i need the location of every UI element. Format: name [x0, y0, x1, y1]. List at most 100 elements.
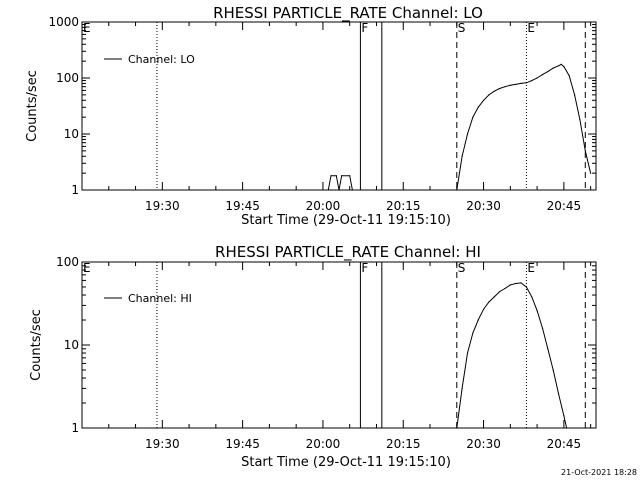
marker-label: E: [83, 21, 91, 35]
data-point: [525, 286, 528, 288]
y-axis-title: Counts/sec: [29, 309, 44, 381]
data-point: [520, 82, 522, 84]
data-point: [552, 369, 554, 371]
x-tick-label: 20:00: [306, 437, 341, 451]
data-point: [461, 155, 463, 157]
y-tick-label: 1: [71, 183, 79, 197]
y-axis-title: Counts/sec: [25, 70, 40, 142]
data-series: [456, 282, 568, 429]
data-point: [483, 99, 485, 101]
data-point: [531, 296, 533, 298]
data-series: [327, 63, 592, 191]
footer-date: 21-Oct-2021 18:28: [561, 468, 637, 477]
x-axis-title: Start Time (29-Oct-11 19:15:10): [241, 455, 451, 470]
data-point: [472, 332, 474, 334]
series-line: [456, 282, 568, 429]
marker-label: S: [458, 21, 466, 35]
data-point: [466, 133, 469, 135]
data-point: [536, 77, 538, 79]
data-point: [509, 284, 511, 286]
axes-ticks: 19:30 19:45 20:00 20:15 20:30 20:45 1 10 100 1000: [48, 15, 596, 213]
data-point: [566, 427, 568, 429]
marker-label: S: [458, 261, 466, 275]
y-tick-label: 1000: [48, 15, 79, 29]
x-tick-label: 20:45: [547, 437, 582, 451]
y-tick-label: 10: [64, 338, 79, 352]
data-point: [477, 319, 479, 321]
marker-label: F: [361, 21, 368, 35]
panel-hi: RHESSI PARTICLE_RATE Channel: HI Counts/…: [29, 243, 597, 470]
data-point: [557, 393, 560, 395]
marker-label: E: [527, 21, 535, 35]
data-point: [330, 175, 332, 177]
legend-label: Channel: LO: [128, 53, 195, 66]
data-point: [499, 291, 501, 293]
data-point: [509, 84, 511, 86]
axes-ticks: 19:30 19:45 20:00 20:15 20:30 20:45 1 10 100: [56, 255, 596, 451]
data-point: [560, 63, 562, 65]
data-point: [493, 296, 495, 298]
data-point: [547, 348, 549, 350]
marker-label: F: [361, 261, 368, 275]
legend: Channel: HI: [104, 292, 192, 305]
x-tick-label: 19:45: [225, 437, 260, 451]
data-point: [584, 150, 586, 152]
data-point: [341, 175, 343, 177]
data-point: [520, 282, 522, 284]
data-point: [541, 74, 544, 76]
x-tick-label: 20:45: [547, 199, 582, 213]
data-point: [563, 66, 565, 68]
data-point: [488, 94, 490, 96]
y-tick-label: 1: [71, 421, 79, 435]
panel-lo: RHESSI PARTICLE_RATE Channel: LO Counts/…: [25, 4, 597, 228]
data-point: [472, 116, 474, 118]
y-tick-label: 10: [64, 127, 79, 141]
x-tick-label: 20:30: [466, 199, 501, 213]
data-point: [466, 352, 469, 354]
x-tick-label: 20:00: [306, 199, 341, 213]
data-point: [552, 67, 554, 69]
data-point: [483, 308, 485, 310]
data-point: [327, 189, 329, 191]
chart-title: RHESSI PARTICLE_RATE Channel: LO: [213, 4, 483, 23]
data-point: [557, 65, 560, 67]
data-point: [568, 75, 570, 77]
data-point: [456, 189, 458, 191]
marker-label: E: [83, 261, 91, 275]
x-tick-label: 19:45: [225, 199, 260, 213]
data-point: [349, 175, 351, 177]
legend-label: Channel: HI: [128, 292, 192, 305]
data-point: [531, 80, 533, 82]
marker-label: E: [527, 261, 535, 275]
x-axis-title: Start Time (29-Oct-11 19:15:10): [241, 213, 451, 228]
data-point: [547, 71, 549, 73]
data-point: [493, 90, 495, 92]
x-tick-label: 20:15: [386, 199, 421, 213]
data-point: [338, 189, 340, 191]
data-point: [525, 82, 528, 84]
data-point: [351, 189, 353, 191]
chart-title: RHESSI PARTICLE_RATE Channel: HI: [215, 243, 481, 262]
data-point: [499, 87, 501, 90]
x-tick-label: 20:15: [386, 437, 421, 451]
y-tick-label: 100: [56, 255, 79, 269]
x-tick-label: 20:30: [466, 437, 501, 451]
data-point: [563, 415, 565, 417]
y-tick-label: 100: [56, 71, 79, 85]
data-point: [335, 175, 337, 177]
data-point: [515, 282, 517, 285]
data-point: [574, 94, 576, 96]
data-point: [488, 301, 490, 303]
data-point: [504, 86, 506, 88]
data-point: [477, 106, 479, 108]
data-point: [536, 310, 538, 312]
x-tick-label: 19:30: [145, 199, 180, 213]
data-point: [590, 172, 592, 174]
data-point: [541, 327, 544, 329]
data-point: [515, 83, 517, 85]
series-line: [327, 63, 592, 191]
data-point: [504, 287, 506, 290]
